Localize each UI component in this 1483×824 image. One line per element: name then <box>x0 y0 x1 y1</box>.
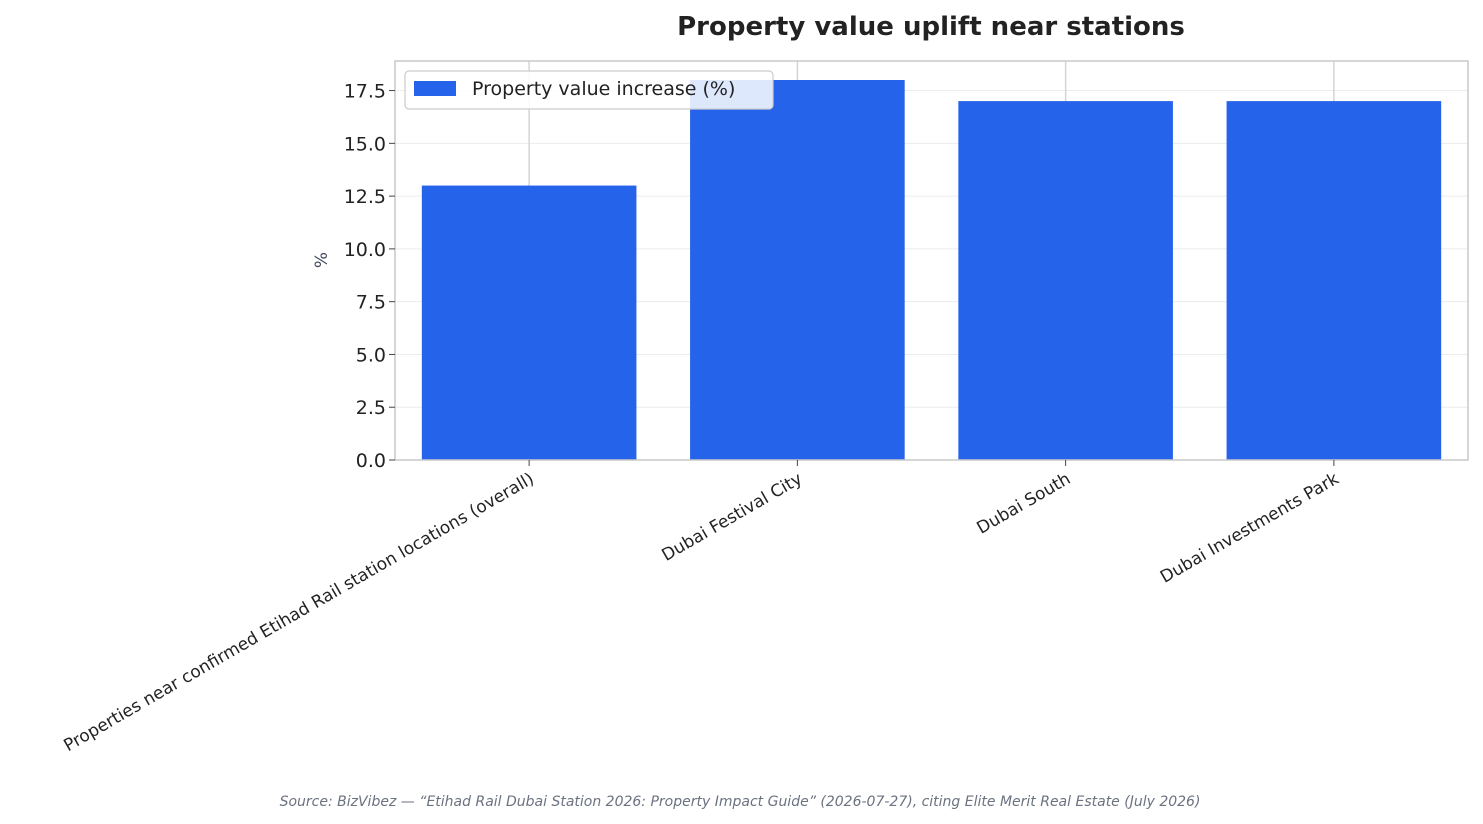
x-axis-ticks: Properties near confirmed Etihad Rail st… <box>60 460 1343 756</box>
x-tick-label: Dubai Festival City <box>658 469 805 566</box>
legend-swatch <box>414 81 456 96</box>
y-tick-label: 0.0 <box>356 450 386 472</box>
source-note: Source: BizVibez — “Etihad Rail Dubai St… <box>280 794 1201 810</box>
bar <box>1226 101 1442 460</box>
x-tick-label: Dubai South <box>974 469 1075 539</box>
x-tick-label: Dubai Investments Park <box>1157 469 1342 588</box>
legend-box <box>404 70 774 110</box>
bar <box>690 80 905 460</box>
plot-frame <box>394 60 1469 461</box>
bars <box>421 80 1442 461</box>
y-tick-label: 2.5 <box>356 397 386 419</box>
y-axis-ticks: 0.0 2.5 5.0 7.5 10.0 12.5 15.0 17.5 <box>344 81 395 472</box>
y-tick-label: 12.5 <box>344 186 386 208</box>
y-tick-label: 17.5 <box>344 81 386 103</box>
y-tick-label: 7.5 <box>356 292 386 314</box>
legend: Property value increase (%) <box>404 70 774 110</box>
y-axis-label: % <box>312 252 332 268</box>
y-tick-label: 10.0 <box>344 239 386 261</box>
x-tick-label: Properties near confirmed Etihad Rail st… <box>60 469 537 756</box>
legend-label: Property value increase (%) <box>472 78 735 100</box>
y-tick-label: 15.0 <box>344 133 386 155</box>
bar <box>421 185 637 461</box>
y-tick-label: 5.0 <box>356 344 386 366</box>
bar <box>958 101 1173 460</box>
chart-title: Property value uplift near stations <box>677 12 1185 42</box>
